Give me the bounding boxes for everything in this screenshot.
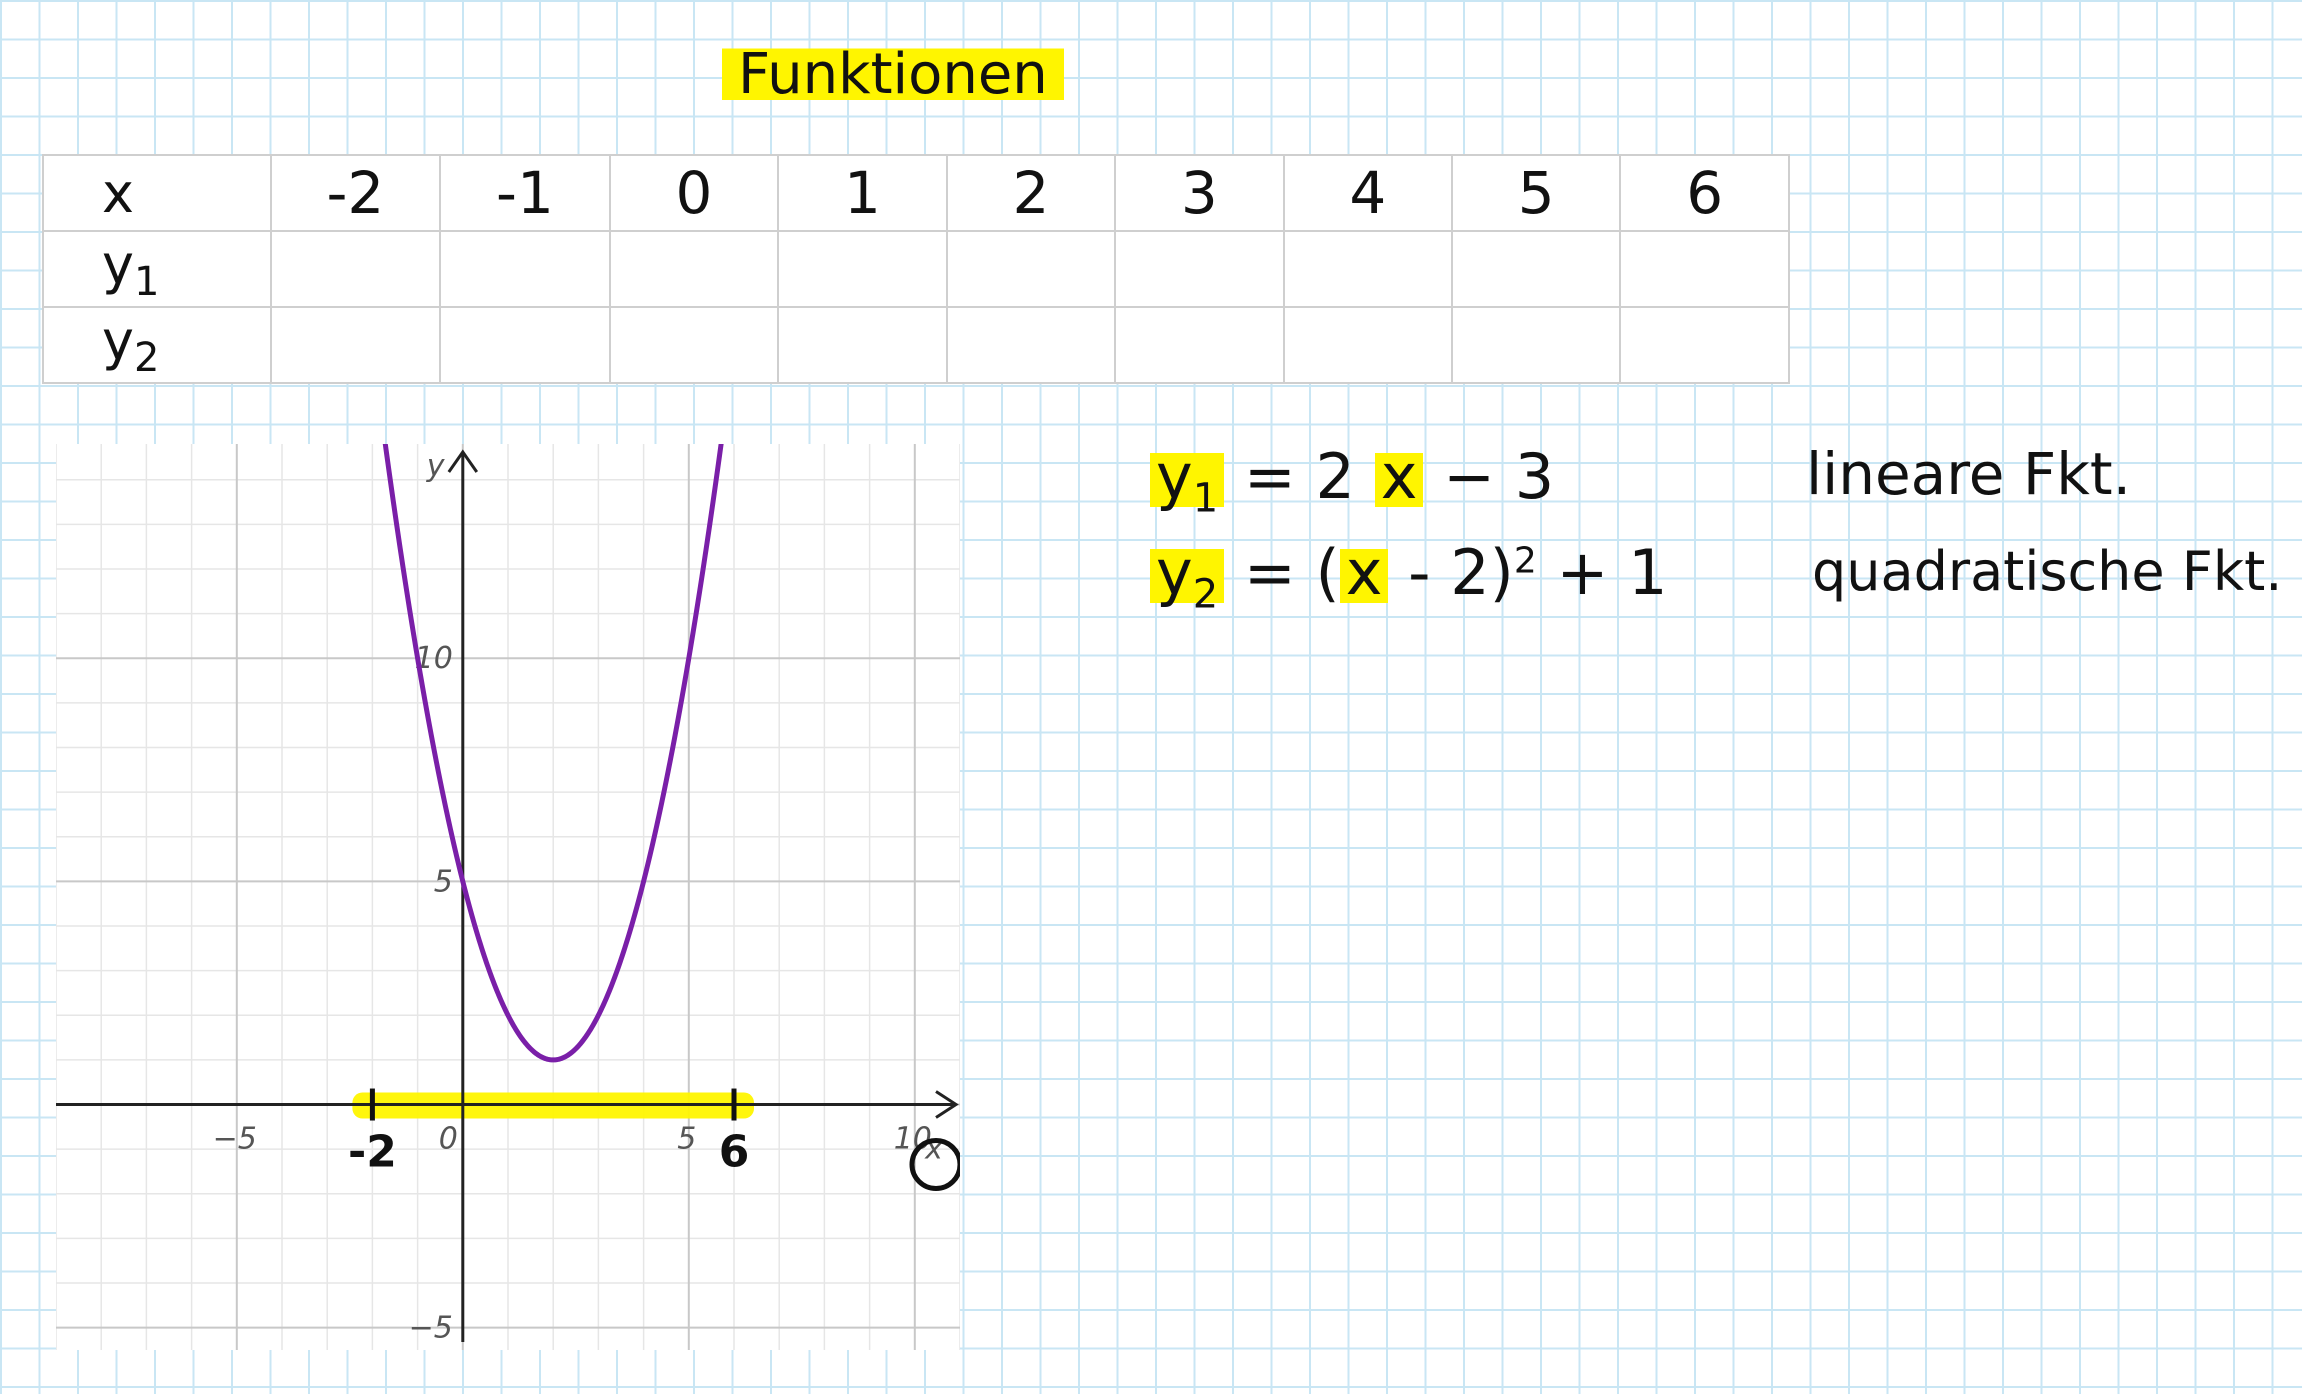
table-cell[interactable] <box>1114 230 1285 308</box>
x-axis-label: x <box>924 1132 943 1167</box>
x-label-circle <box>909 1138 960 1192</box>
table-cell[interactable] <box>1619 306 1790 384</box>
table-cell[interactable] <box>1451 230 1622 308</box>
table-cell[interactable] <box>1282 306 1454 384</box>
table-row-y2: y2 <box>42 306 1790 384</box>
function-plot: −5 0 5 10 −5 5 10 x y -2 6 <box>56 444 960 1350</box>
table-x-value: -1 <box>439 154 611 232</box>
table-cell[interactable] <box>1619 230 1790 308</box>
y-tick-label: 5 <box>434 864 453 899</box>
x-axis-arrow <box>935 1090 959 1119</box>
value-table: x -2 -1 0 1 2 3 4 5 6 y1 y2 <box>42 154 1790 384</box>
label-quadratic: quadratische Fkt. <box>1812 540 2283 603</box>
table-x-value: -2 <box>269 154 442 232</box>
table-header-x: x <box>42 154 272 232</box>
equation-quadratic: y2 = (x - 2)2 + 1 <box>1150 536 1668 617</box>
axes <box>56 449 959 1342</box>
y-axis-arrow <box>447 449 479 473</box>
table-header-y2: y2 <box>42 306 272 384</box>
table-x-value: 3 <box>1114 154 1285 232</box>
table-cell[interactable] <box>269 230 442 308</box>
eq-lhs-y1: y1 <box>1150 440 1225 521</box>
x-tick-label: 10 <box>894 1122 932 1157</box>
table-cell[interactable] <box>608 306 780 384</box>
table-x-value: 6 <box>1619 154 1790 232</box>
table-cell[interactable] <box>269 306 442 384</box>
eq-exponent: 2 <box>1513 540 1537 582</box>
x-tick-label: 5 <box>677 1122 696 1157</box>
table-cell[interactable] <box>945 306 1117 384</box>
table-x-value: 0 <box>608 154 780 232</box>
y-tick-label: −5 <box>409 1311 453 1346</box>
eq-lhs-y2: y2 <box>1150 536 1225 617</box>
eq-rhs-part: + 1 <box>1536 536 1668 609</box>
table-header-y1: y1 <box>42 230 272 308</box>
table-x-value: 2 <box>945 154 1117 232</box>
interval-start-label: -2 <box>348 1127 397 1178</box>
interval-marks: -2 6 <box>348 1088 750 1178</box>
eq-rhs-part: = ( <box>1243 536 1340 609</box>
table-cell[interactable] <box>439 306 611 384</box>
x-tick-label: −5 <box>213 1122 257 1157</box>
table-x-value: 1 <box>777 154 948 232</box>
table-cell[interactable] <box>1282 230 1454 308</box>
parabola-curve <box>382 444 724 1063</box>
eq-rhs-part: - 2) <box>1388 536 1514 609</box>
table-cell[interactable] <box>945 230 1117 308</box>
table-row-x: x -2 -1 0 1 2 3 4 5 6 <box>42 154 1790 232</box>
interval-end-label: 6 <box>719 1127 750 1178</box>
grid-minor <box>56 444 960 1350</box>
table-cell[interactable] <box>777 230 948 308</box>
eq-variable: x <box>1339 536 1389 609</box>
eq-rhs-part: = 2 <box>1243 440 1375 513</box>
label-linear: lineare Fkt. <box>1806 440 2132 508</box>
table-cell[interactable] <box>608 230 780 308</box>
table-cell[interactable] <box>439 230 611 308</box>
page-title: Funktionen <box>722 42 1064 108</box>
table-x-value: 5 <box>1451 154 1622 232</box>
y-axis-label: y <box>426 449 446 484</box>
tick-labels: −5 0 5 10 −5 5 10 x y <box>213 449 943 1346</box>
x-tick-label: 0 <box>439 1122 458 1157</box>
eq-variable: x <box>1374 440 1424 513</box>
table-cell[interactable] <box>1451 306 1622 384</box>
table-cell[interactable] <box>1114 306 1285 384</box>
table-cell[interactable] <box>777 306 948 384</box>
equation-linear: y1 = 2 x − 3 <box>1150 440 1554 521</box>
eq-rhs-part: − 3 <box>1423 440 1555 513</box>
table-x-value: 4 <box>1282 154 1454 232</box>
table-row-y1: y1 <box>42 230 1790 308</box>
